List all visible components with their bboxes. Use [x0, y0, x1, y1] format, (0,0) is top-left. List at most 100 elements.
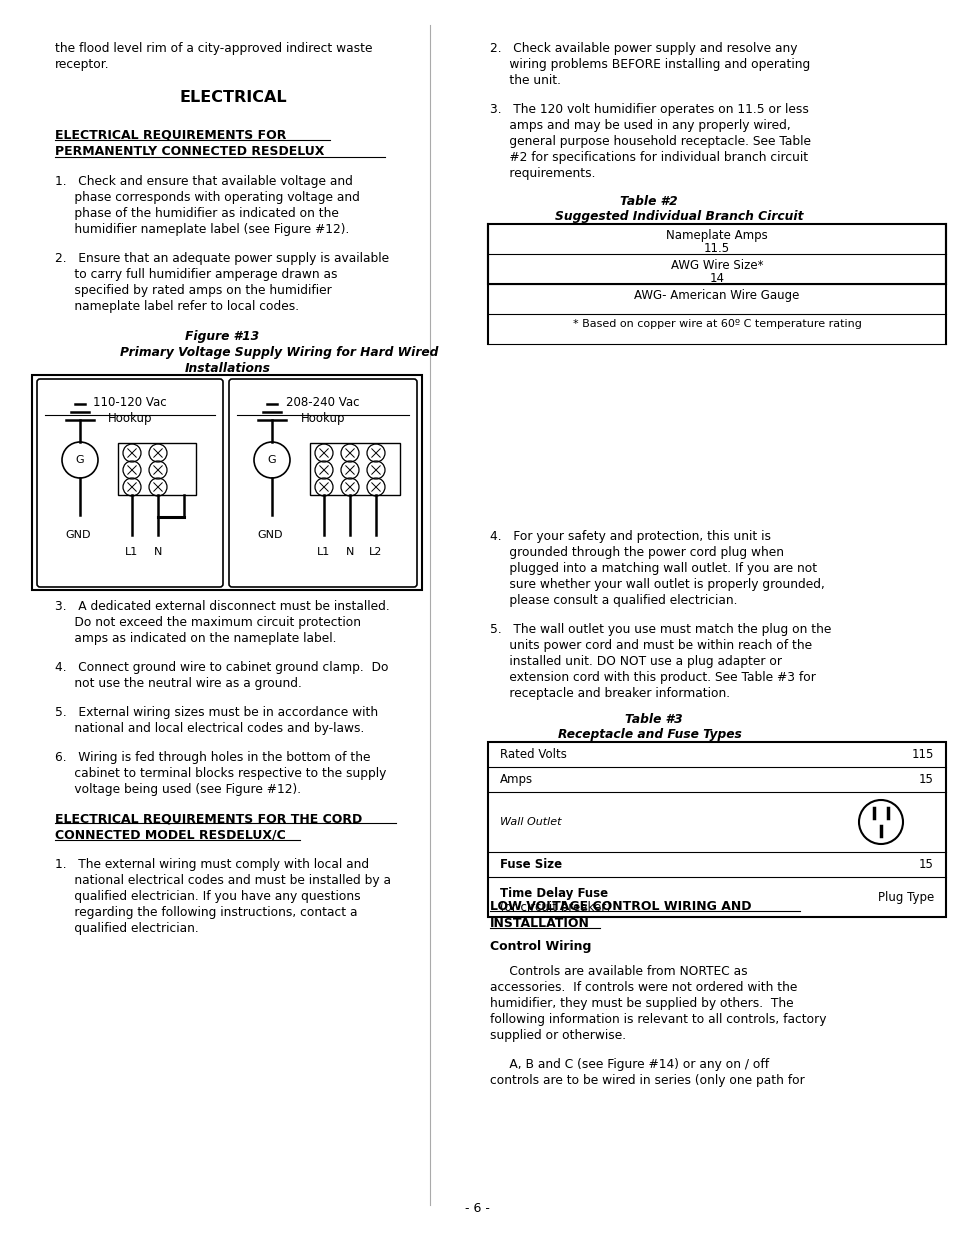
Text: Installations: Installations: [185, 362, 271, 375]
Text: 2.   Check available power supply and resolve any: 2. Check available power supply and reso…: [490, 42, 797, 56]
Text: amps as indicated on the nameplate label.: amps as indicated on the nameplate label…: [55, 632, 336, 645]
FancyBboxPatch shape: [229, 379, 416, 587]
Text: ELECTRICAL: ELECTRICAL: [180, 90, 287, 105]
Text: 11.5: 11.5: [703, 242, 729, 254]
Text: AWG Wire Size*: AWG Wire Size*: [670, 259, 762, 272]
Text: following information is relevant to all controls, factory: following information is relevant to all…: [490, 1013, 825, 1026]
Text: grounded through the power cord plug when: grounded through the power cord plug whe…: [490, 546, 783, 559]
Text: Receptacle and Fuse Types: Receptacle and Fuse Types: [558, 727, 741, 741]
Text: 5.   External wiring sizes must be in accordance with: 5. External wiring sizes must be in acco…: [55, 706, 377, 719]
Text: requirements.: requirements.: [490, 167, 595, 180]
Text: 3.   The 120 volt humidifier operates on 11.5 or less: 3. The 120 volt humidifier operates on 1…: [490, 103, 808, 116]
Text: 6.   Wiring is fed through holes in the bottom of the: 6. Wiring is fed through holes in the bo…: [55, 751, 370, 764]
Text: PERMANENTLY CONNECTED RESDELUX: PERMANENTLY CONNECTED RESDELUX: [55, 144, 324, 158]
Text: sure whether your wall outlet is properly grounded,: sure whether your wall outlet is properl…: [490, 578, 824, 592]
Text: plugged into a matching wall outlet. If you are not: plugged into a matching wall outlet. If …: [490, 562, 817, 576]
Text: GND: GND: [65, 530, 91, 540]
Text: receptacle and breaker information.: receptacle and breaker information.: [490, 687, 729, 700]
Text: to carry full humidifier amperage drawn as: to carry full humidifier amperage drawn …: [55, 268, 337, 282]
Text: - 6 -: - 6 -: [464, 1202, 489, 1215]
Text: Figure #13: Figure #13: [185, 330, 259, 343]
Text: 5.   The wall outlet you use must match the plug on the: 5. The wall outlet you use must match th…: [490, 622, 830, 636]
FancyBboxPatch shape: [37, 379, 223, 587]
Text: Do not exceed the maximum circuit protection: Do not exceed the maximum circuit protec…: [55, 616, 360, 629]
Text: Rated Volts: Rated Volts: [499, 748, 566, 761]
Text: units power cord and must be within reach of the: units power cord and must be within reac…: [490, 638, 811, 652]
Text: phase of the humidifier as indicated on the: phase of the humidifier as indicated on …: [55, 207, 338, 220]
Text: 110-120 Vac: 110-120 Vac: [93, 396, 167, 409]
Text: Table #3: Table #3: [624, 713, 682, 726]
Text: Time Delay Fuse: Time Delay Fuse: [499, 887, 607, 900]
Text: qualified electrician.: qualified electrician.: [55, 923, 198, 935]
Text: 1.   The external wiring must comply with local and: 1. The external wiring must comply with …: [55, 858, 369, 871]
Text: not use the neutral wire as a ground.: not use the neutral wire as a ground.: [55, 677, 301, 690]
Text: Controls are available from NORTEC as: Controls are available from NORTEC as: [490, 965, 747, 978]
Text: installed unit. DO NOT use a plug adapter or: installed unit. DO NOT use a plug adapte…: [490, 655, 781, 668]
Text: AWG- American Wire Gauge: AWG- American Wire Gauge: [634, 289, 799, 303]
Text: CONNECTED MODEL RESDELUX/C: CONNECTED MODEL RESDELUX/C: [55, 829, 286, 842]
Text: A, B and C (see Figure #14) or any on / off: A, B and C (see Figure #14) or any on / …: [490, 1058, 768, 1071]
Text: Hookup: Hookup: [108, 412, 152, 425]
Text: #2 for specifications for individual branch circuit: #2 for specifications for individual bra…: [490, 151, 807, 164]
Text: extension cord with this product. See Table #3 for: extension cord with this product. See Ta…: [490, 671, 815, 684]
Text: Suggested Individual Branch Circuit: Suggested Individual Branch Circuit: [555, 210, 802, 224]
Bar: [118, 443, 195, 495]
Bar: [310, 443, 399, 495]
Text: L1: L1: [317, 547, 331, 557]
Text: 15: 15: [918, 773, 933, 785]
Text: Control Wiring: Control Wiring: [490, 940, 591, 953]
Bar: [32, 375, 421, 590]
Text: N: N: [153, 547, 162, 557]
Text: Nameplate Amps: Nameplate Amps: [665, 228, 767, 242]
Text: G: G: [75, 454, 84, 466]
Text: * Based on copper wire at 60º C temperature rating: * Based on copper wire at 60º C temperat…: [572, 319, 861, 329]
Text: Hookup: Hookup: [300, 412, 345, 425]
Text: 4.   Connect ground wire to cabinet ground clamp.  Do: 4. Connect ground wire to cabinet ground…: [55, 661, 388, 674]
Text: the flood level rim of a city-approved indirect waste: the flood level rim of a city-approved i…: [55, 42, 372, 56]
Text: receptor.: receptor.: [55, 58, 110, 70]
Text: Table #2: Table #2: [619, 195, 677, 207]
Text: G: G: [268, 454, 276, 466]
Text: phase corresponds with operating voltage and: phase corresponds with operating voltage…: [55, 191, 359, 204]
Bar: [488, 224, 945, 284]
Text: supplied or otherwise.: supplied or otherwise.: [490, 1029, 625, 1042]
Text: GND: GND: [257, 530, 282, 540]
Text: humidifier nameplate label (see Figure #12).: humidifier nameplate label (see Figure #…: [55, 224, 349, 236]
Text: 208-240 Vac: 208-240 Vac: [286, 396, 359, 409]
Text: ELECTRICAL REQUIREMENTS FOR: ELECTRICAL REQUIREMENTS FOR: [55, 128, 286, 141]
Text: 2.   Ensure that an adequate power supply is available: 2. Ensure that an adequate power supply …: [55, 252, 389, 266]
Text: Plug Type: Plug Type: [877, 890, 933, 904]
Text: qualified electrician. If you have any questions: qualified electrician. If you have any q…: [55, 890, 360, 903]
Text: humidifier, they must be supplied by others.  The: humidifier, they must be supplied by oth…: [490, 997, 793, 1010]
Text: national electrical codes and must be installed by a: national electrical codes and must be in…: [55, 874, 391, 887]
Text: the unit.: the unit.: [490, 74, 560, 86]
Text: (or circuit breaker): (or circuit breaker): [499, 902, 610, 914]
Text: Amps: Amps: [499, 773, 533, 785]
Text: cabinet to terminal blocks respective to the supply: cabinet to terminal blocks respective to…: [55, 767, 386, 781]
Text: wiring problems BEFORE installing and operating: wiring problems BEFORE installing and op…: [490, 58, 809, 70]
Text: Primary Voltage Supply Wiring for Hard Wired: Primary Voltage Supply Wiring for Hard W…: [120, 346, 438, 359]
Text: 14: 14: [709, 272, 723, 285]
Text: controls are to be wired in series (only one path for: controls are to be wired in series (only…: [490, 1074, 804, 1087]
Text: nameplate label refer to local codes.: nameplate label refer to local codes.: [55, 300, 299, 312]
Text: L1: L1: [125, 547, 138, 557]
Text: 3.   A dedicated external disconnect must be installed.: 3. A dedicated external disconnect must …: [55, 600, 390, 613]
Text: accessories.  If controls were not ordered with the: accessories. If controls were not ordere…: [490, 981, 797, 994]
Bar: [488, 742, 945, 918]
Text: voltage being used (see Figure #12).: voltage being used (see Figure #12).: [55, 783, 301, 797]
Text: 15: 15: [918, 858, 933, 871]
Text: 115: 115: [911, 748, 933, 761]
Text: regarding the following instructions, contact a: regarding the following instructions, co…: [55, 906, 357, 919]
Text: amps and may be used in any properly wired,: amps and may be used in any properly wir…: [490, 119, 790, 132]
Text: specified by rated amps on the humidifier: specified by rated amps on the humidifie…: [55, 284, 332, 296]
Text: N: N: [345, 547, 354, 557]
Text: LOW VOLTAGE CONTROL WIRING AND: LOW VOLTAGE CONTROL WIRING AND: [490, 900, 751, 913]
Text: ELECTRICAL REQUIREMENTS FOR THE CORD: ELECTRICAL REQUIREMENTS FOR THE CORD: [55, 811, 362, 825]
Text: Wall Outlet: Wall Outlet: [499, 818, 561, 827]
Text: L2: L2: [369, 547, 382, 557]
Text: general purpose household receptacle. See Table: general purpose household receptacle. Se…: [490, 135, 810, 148]
Text: INSTALLATION: INSTALLATION: [490, 918, 589, 930]
Text: 1.   Check and ensure that available voltage and: 1. Check and ensure that available volta…: [55, 175, 353, 188]
Text: national and local electrical codes and by-laws.: national and local electrical codes and …: [55, 722, 364, 735]
Text: 4.   For your safety and protection, this unit is: 4. For your safety and protection, this …: [490, 530, 770, 543]
